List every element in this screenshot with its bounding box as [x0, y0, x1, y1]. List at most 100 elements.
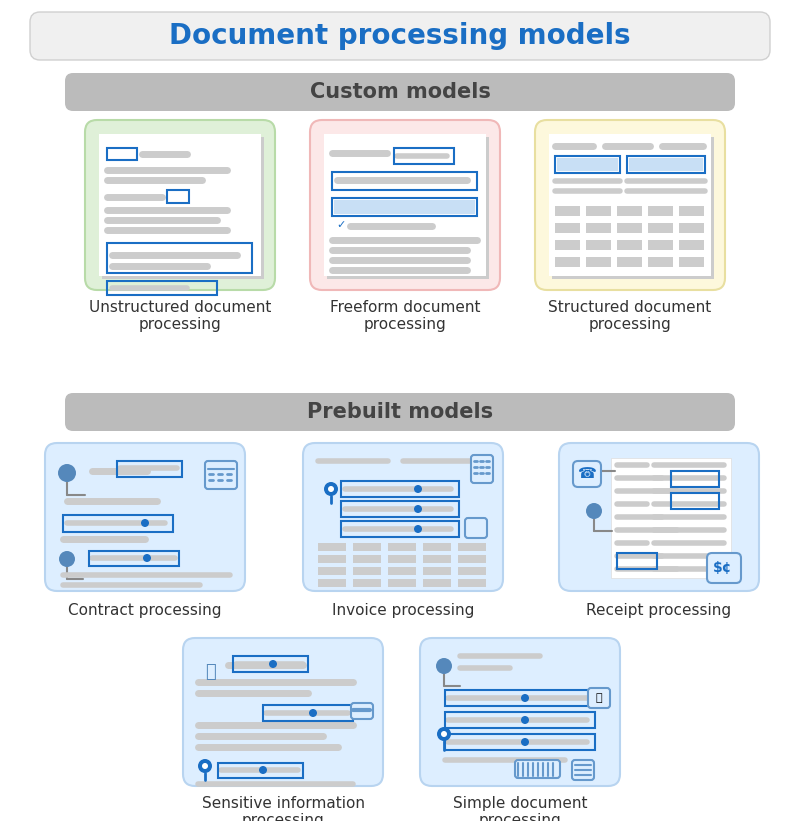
FancyBboxPatch shape: [465, 518, 487, 538]
Bar: [617, 240, 642, 250]
Bar: [555, 156, 620, 173]
Text: Document processing models: Document processing models: [169, 22, 631, 50]
Bar: [218, 763, 303, 778]
Bar: [89, 551, 179, 566]
Circle shape: [328, 486, 334, 492]
Circle shape: [141, 519, 149, 527]
FancyBboxPatch shape: [310, 120, 500, 290]
Circle shape: [309, 709, 317, 717]
Text: Receipt processing: Receipt processing: [586, 603, 731, 618]
Bar: [555, 223, 580, 233]
Bar: [617, 553, 657, 569]
FancyBboxPatch shape: [303, 443, 503, 591]
Bar: [324, 134, 486, 276]
FancyBboxPatch shape: [351, 703, 373, 719]
Circle shape: [143, 554, 151, 562]
FancyBboxPatch shape: [65, 73, 735, 111]
Bar: [458, 567, 486, 575]
Bar: [627, 156, 705, 173]
FancyBboxPatch shape: [588, 688, 610, 708]
Circle shape: [269, 660, 277, 668]
Bar: [318, 579, 346, 587]
Bar: [318, 555, 346, 563]
Text: 🔍: 🔍: [206, 663, 216, 681]
Bar: [679, 257, 704, 267]
Bar: [617, 206, 642, 216]
FancyBboxPatch shape: [573, 461, 601, 487]
Bar: [341, 481, 459, 497]
Bar: [617, 223, 642, 233]
Text: $¢: $¢: [714, 561, 733, 575]
Circle shape: [437, 727, 451, 741]
Circle shape: [59, 551, 75, 567]
Bar: [617, 257, 642, 267]
Bar: [611, 458, 731, 578]
Bar: [586, 257, 611, 267]
Bar: [423, 555, 451, 563]
Circle shape: [259, 766, 267, 774]
Text: Sensitive information
processing: Sensitive information processing: [202, 796, 365, 821]
Bar: [586, 240, 611, 250]
Bar: [458, 579, 486, 587]
Circle shape: [436, 658, 452, 674]
Bar: [353, 555, 381, 563]
Bar: [332, 198, 477, 216]
Bar: [353, 579, 381, 587]
Text: 🔒: 🔒: [596, 693, 602, 703]
Bar: [99, 134, 261, 276]
FancyBboxPatch shape: [205, 461, 237, 489]
Text: Contract processing: Contract processing: [68, 603, 222, 618]
Bar: [423, 543, 451, 551]
Bar: [167, 190, 189, 203]
Bar: [63, 515, 173, 532]
FancyBboxPatch shape: [572, 760, 594, 780]
Circle shape: [324, 482, 338, 496]
Text: ☎: ☎: [578, 466, 597, 481]
Bar: [107, 281, 217, 295]
Bar: [586, 223, 611, 233]
Bar: [671, 493, 719, 509]
Bar: [648, 223, 673, 233]
Bar: [552, 137, 714, 279]
FancyBboxPatch shape: [471, 455, 493, 483]
Circle shape: [521, 694, 529, 702]
Bar: [318, 543, 346, 551]
FancyBboxPatch shape: [535, 120, 725, 290]
Text: Structured document
processing: Structured document processing: [548, 300, 712, 333]
Bar: [388, 543, 416, 551]
Bar: [671, 471, 719, 487]
Text: Custom models: Custom models: [310, 82, 490, 102]
Bar: [117, 461, 182, 477]
Bar: [586, 206, 611, 216]
Bar: [679, 206, 704, 216]
FancyBboxPatch shape: [515, 760, 560, 778]
Bar: [445, 712, 595, 728]
Bar: [445, 734, 595, 750]
Bar: [107, 243, 252, 273]
Bar: [353, 567, 381, 575]
Bar: [388, 567, 416, 575]
Bar: [458, 543, 486, 551]
Text: Simple document
processing: Simple document processing: [453, 796, 587, 821]
Bar: [648, 240, 673, 250]
Bar: [679, 223, 704, 233]
Text: Freeform document
processing: Freeform document processing: [330, 300, 480, 333]
Bar: [445, 690, 595, 706]
Circle shape: [198, 759, 212, 773]
Circle shape: [586, 503, 602, 519]
FancyBboxPatch shape: [85, 120, 275, 290]
Bar: [102, 137, 264, 279]
Bar: [353, 543, 381, 551]
Circle shape: [414, 525, 422, 533]
Text: Prebuilt models: Prebuilt models: [307, 402, 493, 422]
Bar: [318, 567, 346, 575]
Bar: [679, 240, 704, 250]
Bar: [332, 172, 477, 190]
FancyBboxPatch shape: [559, 443, 759, 591]
Bar: [458, 555, 486, 563]
Bar: [388, 555, 416, 563]
Circle shape: [58, 464, 76, 482]
Bar: [341, 501, 459, 517]
Text: Unstructured document
processing: Unstructured document processing: [89, 300, 271, 333]
Bar: [555, 257, 580, 267]
